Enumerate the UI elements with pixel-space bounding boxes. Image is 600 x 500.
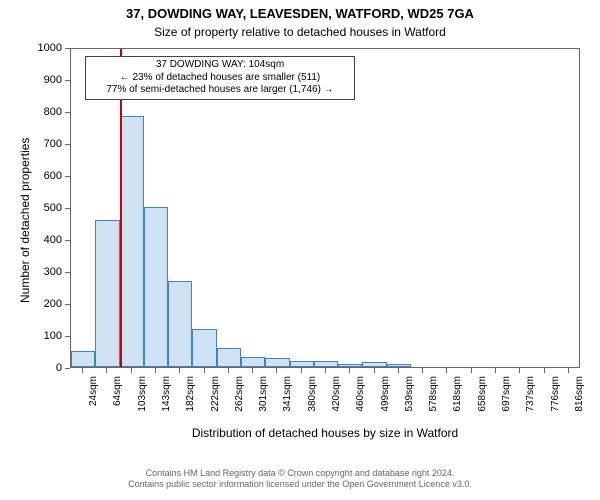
x-tick-mark	[82, 368, 83, 373]
y-tick-label: 0	[56, 362, 62, 374]
annotation-line1: 37 DOWDING WAY: 104sqm	[92, 59, 348, 72]
x-tick-mark	[106, 368, 107, 373]
title-sub: Size of property relative to detached ho…	[0, 25, 600, 39]
x-tick-mark	[374, 368, 375, 373]
x-tick-label: 222sqm	[210, 376, 221, 424]
x-axis-label: Distribution of detached houses by size …	[70, 426, 580, 440]
bar	[387, 364, 411, 367]
x-tick-label: 182sqm	[185, 376, 196, 424]
chart-container: 37, DOWDING WAY, LEAVESDEN, WATFORD, WD2…	[0, 0, 600, 500]
annotation-line2: ← 23% of detached houses are smaller (51…	[92, 72, 348, 85]
x-tick-label: 737sqm	[525, 376, 536, 424]
x-tick-mark	[471, 368, 472, 373]
y-tick-label: 800	[44, 106, 62, 118]
y-tick-mark	[65, 272, 70, 273]
y-tick-mark	[65, 240, 70, 241]
annotation-box: 37 DOWDING WAY: 104sqm ← 23% of detached…	[85, 56, 355, 100]
bar	[362, 362, 386, 367]
x-tick-label: 499sqm	[380, 376, 391, 424]
bar	[120, 116, 144, 367]
y-tick-mark	[65, 336, 70, 337]
bar	[71, 351, 95, 367]
y-tick-mark	[65, 368, 70, 369]
y-tick-label: 300	[44, 266, 62, 278]
bar	[144, 207, 168, 367]
y-tick-mark	[65, 112, 70, 113]
x-tick-mark	[446, 368, 447, 373]
y-tick-label: 600	[44, 170, 62, 182]
y-tick-mark	[65, 144, 70, 145]
y-tick-label: 400	[44, 234, 62, 246]
x-tick-mark	[155, 368, 156, 373]
x-tick-label: 578sqm	[428, 376, 439, 424]
y-tick-mark	[65, 48, 70, 49]
footer-line2: Contains public sector information licen…	[0, 479, 600, 490]
x-tick-mark	[301, 368, 302, 373]
title-main: 37, DOWDING WAY, LEAVESDEN, WATFORD, WD2…	[0, 6, 600, 21]
x-tick-label: 697sqm	[501, 376, 512, 424]
x-tick-label: 776sqm	[550, 376, 561, 424]
x-tick-label: 143sqm	[161, 376, 172, 424]
x-tick-label: 64sqm	[112, 376, 123, 424]
bar	[217, 348, 241, 367]
y-tick-label: 900	[44, 74, 62, 86]
annotation-line3: 77% of semi-detached houses are larger (…	[92, 84, 348, 97]
bar	[95, 220, 119, 367]
y-tick-label: 700	[44, 138, 62, 150]
x-tick-mark	[349, 368, 350, 373]
bar	[192, 329, 216, 367]
x-tick-label: 539sqm	[404, 376, 415, 424]
bar	[168, 281, 192, 367]
bar	[265, 358, 289, 367]
y-tick-label: 100	[44, 330, 62, 342]
x-tick-mark	[179, 368, 180, 373]
x-tick-label: 658sqm	[477, 376, 488, 424]
y-tick-mark	[65, 208, 70, 209]
x-tick-label: 460sqm	[355, 376, 366, 424]
x-tick-mark	[131, 368, 132, 373]
x-tick-label: 618sqm	[452, 376, 463, 424]
y-tick-mark	[65, 80, 70, 81]
bar	[241, 357, 265, 367]
x-tick-mark	[398, 368, 399, 373]
footer: Contains HM Land Registry data © Crown c…	[0, 468, 600, 491]
x-tick-label: 816sqm	[574, 376, 585, 424]
x-tick-label: 103sqm	[137, 376, 148, 424]
y-tick-mark	[65, 304, 70, 305]
x-tick-label: 262sqm	[234, 376, 245, 424]
x-tick-mark	[519, 368, 520, 373]
x-tick-mark	[422, 368, 423, 373]
bar	[338, 364, 362, 367]
y-tick-label: 500	[44, 202, 62, 214]
y-tick-label: 200	[44, 298, 62, 310]
bar	[290, 361, 314, 367]
y-tick-mark	[65, 176, 70, 177]
x-tick-mark	[276, 368, 277, 373]
bar	[314, 361, 338, 367]
x-tick-label: 380sqm	[307, 376, 318, 424]
x-tick-mark	[252, 368, 253, 373]
x-tick-mark	[495, 368, 496, 373]
x-tick-mark	[228, 368, 229, 373]
x-tick-mark	[568, 368, 569, 373]
footer-line1: Contains HM Land Registry data © Crown c…	[0, 468, 600, 479]
x-tick-mark	[325, 368, 326, 373]
x-tick-label: 24sqm	[88, 376, 99, 424]
x-tick-label: 341sqm	[282, 376, 293, 424]
x-tick-mark	[204, 368, 205, 373]
x-tick-mark	[544, 368, 545, 373]
y-axis-label: Number of detached properties	[18, 138, 32, 303]
x-tick-label: 420sqm	[331, 376, 342, 424]
x-tick-label: 301sqm	[258, 376, 269, 424]
y-tick-label: 1000	[38, 42, 62, 54]
